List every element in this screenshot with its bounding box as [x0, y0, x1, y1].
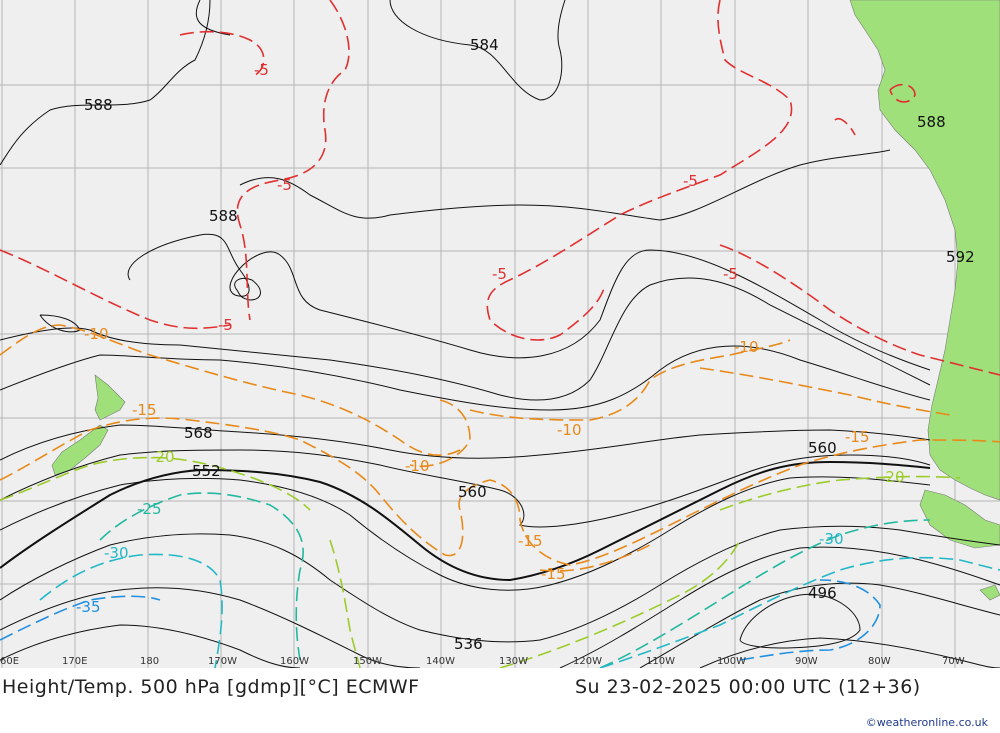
- height-contours: [0, 0, 1000, 668]
- temp-label: -5: [492, 265, 507, 283]
- temp-label: -30: [819, 530, 844, 548]
- height-label: 568: [184, 424, 213, 442]
- temp-label: -30: [104, 544, 129, 562]
- lon-label: 150W: [353, 656, 382, 667]
- temperature-labels: -5 -5 -5 -5 -5 -5 -10 -10 -10 -10 -15 -1…: [76, 61, 905, 616]
- lon-label: 100W: [717, 656, 746, 667]
- temp-label: -20: [880, 468, 905, 486]
- height-label: 588: [917, 113, 946, 131]
- temp-label: -10: [557, 421, 582, 439]
- temp-label: -25: [137, 500, 162, 518]
- height-label: 560: [808, 439, 837, 457]
- site-credit[interactable]: ©weatheronline.co.uk: [865, 716, 988, 729]
- tierra-del-fuego: [919, 489, 1000, 549]
- temp-label: -10: [405, 457, 430, 475]
- lon-label: 140W: [426, 656, 455, 667]
- lon-label: 160W: [280, 656, 309, 667]
- lon-label: 110W: [646, 656, 675, 667]
- land-areas: [51, 0, 1000, 601]
- lat-lon-grid: [0, 0, 1000, 668]
- temp-label: -5: [683, 172, 698, 190]
- temp-label: -5: [254, 61, 269, 79]
- height-labels: 584 588 588 588 592 568 552 560 560 536 …: [84, 36, 975, 653]
- temp-label: -5: [723, 265, 738, 283]
- lon-label: 120W: [573, 656, 602, 667]
- valid-time: Su 23-02-2025 00:00 UTC (12+36): [575, 676, 921, 698]
- lon-label: 60E: [0, 656, 19, 667]
- height-label: 536: [454, 635, 483, 653]
- lon-label: 90W: [795, 656, 818, 667]
- lon-label: 170E: [62, 656, 87, 667]
- falkland-islands: [979, 584, 1000, 601]
- height-label: 588: [209, 207, 238, 225]
- map-title: Height/Temp. 500 hPa [gdmp][°C] ECMWF: [2, 676, 420, 698]
- height-label: 560: [458, 483, 487, 501]
- weather-map: 60E 170E 180 170W 160W 150W 140W 130W 12…: [0, 0, 1000, 668]
- temp-label: -15: [541, 565, 566, 583]
- temp-label: -35: [76, 598, 101, 616]
- lon-label: 70W: [942, 656, 965, 667]
- height-label: 552: [192, 462, 221, 480]
- height-label: 588: [84, 96, 113, 114]
- temp-label: -5: [218, 316, 233, 334]
- temp-label: -15: [518, 532, 543, 550]
- south-america-land: [849, 0, 1000, 501]
- lon-label: 180: [140, 656, 159, 667]
- longitude-labels: 60E 170E 180 170W 160W 150W 140W 130W 12…: [0, 656, 965, 667]
- temperature-contours: [0, 0, 1000, 668]
- temp-label: -15: [132, 401, 157, 419]
- temp-label: -20: [150, 448, 175, 466]
- new-zealand-north: [94, 374, 126, 421]
- height-label: 584: [470, 36, 499, 54]
- temp-label: -10: [84, 325, 109, 343]
- temp-label: -5: [277, 176, 292, 194]
- height-label: 592: [946, 248, 975, 266]
- lon-label: 130W: [499, 656, 528, 667]
- height-label: 496: [808, 584, 837, 602]
- temp-label: -15: [845, 428, 870, 446]
- temp-label: -10: [734, 338, 759, 356]
- lon-label: 170W: [208, 656, 237, 667]
- lon-label: 80W: [868, 656, 891, 667]
